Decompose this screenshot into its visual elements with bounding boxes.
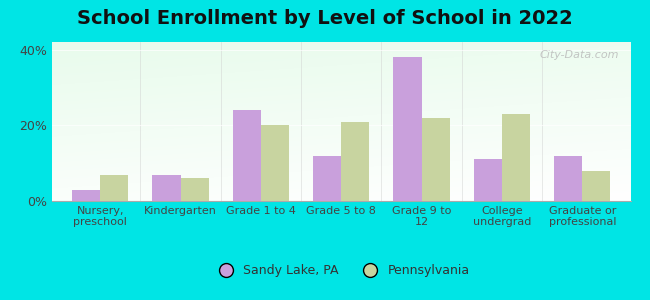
Text: City-Data.com: City-Data.com [540,50,619,60]
Bar [554,156,582,201]
Bar [313,156,341,201]
Bar [72,190,100,201]
Bar [341,122,369,201]
Legend: Sandy Lake, PA, Pennsylvania: Sandy Lake, PA, Pennsylvania [208,259,474,282]
Bar [261,125,289,201]
Bar [422,118,450,201]
Bar [582,171,610,201]
Bar [233,110,261,201]
Bar [100,175,128,201]
Bar [153,175,181,201]
Bar [181,178,209,201]
Bar [474,159,502,201]
Bar [393,57,422,201]
Bar [502,114,530,201]
Text: School Enrollment by Level of School in 2022: School Enrollment by Level of School in … [77,9,573,28]
